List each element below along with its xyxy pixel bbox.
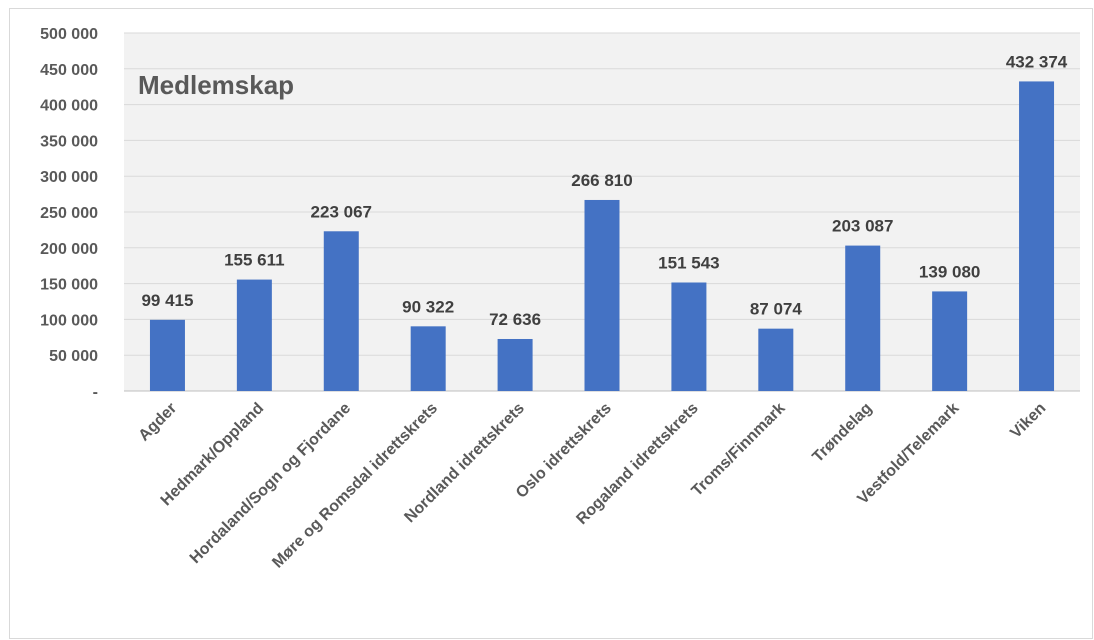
y-tick-label: 100 000 — [40, 312, 98, 329]
x-tick-label: Trøndelag — [809, 400, 875, 466]
bar — [845, 245, 881, 391]
data-label: 266 810 — [571, 171, 632, 190]
chart-title: Medlemskap — [138, 70, 294, 100]
y-tick-label: 350 000 — [40, 133, 98, 150]
y-tick-label: 300 000 — [40, 169, 98, 186]
data-label: 151 543 — [658, 253, 719, 272]
data-label: 432 374 — [1006, 52, 1068, 71]
y-tick-label: 150 000 — [40, 277, 98, 294]
bar — [410, 326, 446, 391]
bar — [497, 338, 533, 391]
data-label: 90 322 — [402, 297, 454, 316]
data-label: 87 074 — [750, 300, 803, 319]
data-labels: 99 415 155 611 223 067 90 322 72 636 266 810 1… — [141, 52, 1067, 329]
bar — [149, 319, 185, 391]
y-tick-label: 250 000 — [40, 205, 98, 222]
x-tick-label: Viken — [1007, 400, 1049, 442]
x-tick-label: Hordaland/Sogn og Fjordane — [187, 400, 354, 567]
bar — [932, 291, 968, 391]
bar — [1019, 81, 1055, 391]
data-label: 223 067 — [311, 202, 372, 221]
y-tick-label: 200 000 — [40, 241, 98, 258]
data-label: 139 080 — [919, 262, 980, 281]
data-label: 203 087 — [832, 217, 893, 236]
y-tick-label: 50 000 — [49, 348, 98, 365]
y-axis: - 50 000 100 000 150 000 200 000 250 000 300 0… — [40, 26, 98, 401]
bar — [236, 279, 272, 391]
data-label: 99 415 — [141, 291, 193, 310]
y-tick-label: 450 000 — [40, 62, 98, 79]
x-tick-label: Troms/Finnmark — [689, 400, 789, 500]
bar — [323, 231, 359, 391]
y-tick-label: 500 000 — [40, 26, 98, 43]
y-tick-label: - — [93, 384, 98, 401]
bar — [758, 328, 794, 391]
data-label: 72 636 — [489, 310, 541, 329]
data-label: 155 611 — [224, 251, 285, 270]
x-tick-label: Agder — [136, 400, 181, 445]
y-tick-label: 400 000 — [40, 98, 98, 115]
bar — [671, 282, 707, 391]
bar — [584, 199, 620, 391]
bar-series — [149, 81, 1055, 391]
x-tick-label: Møre og Romsdal idrettskrets — [269, 400, 441, 572]
x-tick-label: Oslo idrettskrets — [513, 400, 615, 502]
